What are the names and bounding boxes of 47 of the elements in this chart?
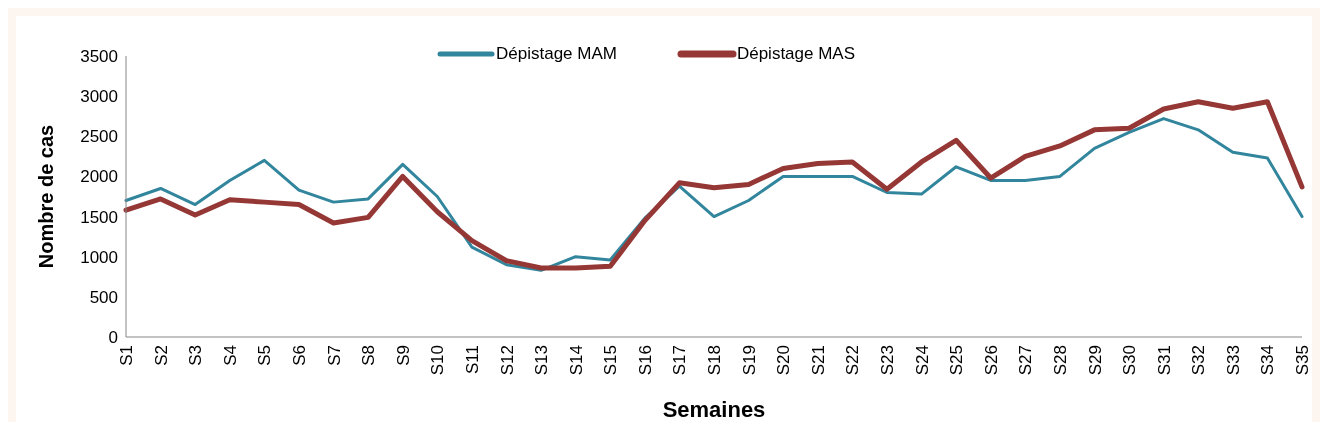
x-tick-label: S5 xyxy=(255,345,275,366)
x-tick-label: S25 xyxy=(947,345,967,376)
x-tick-label: S4 xyxy=(220,345,240,366)
x-tick-label: S18 xyxy=(705,345,725,376)
x-tick-label: S22 xyxy=(843,345,863,376)
x-tick-label: S7 xyxy=(324,345,344,366)
x-tick-label: S8 xyxy=(359,345,379,366)
legend-label: Dépistage MAS xyxy=(736,44,856,64)
x-tick-label: S32 xyxy=(1189,345,1209,376)
x-tick-label: S33 xyxy=(1223,345,1243,376)
x-tick-label: S10 xyxy=(428,345,448,376)
x-tick-label: S13 xyxy=(532,345,552,376)
y-tick-label: 2000 xyxy=(80,167,118,187)
x-tick-label: S31 xyxy=(1154,345,1174,376)
y-tick-label: 3000 xyxy=(80,87,118,107)
x-tick-label: S29 xyxy=(1085,345,1105,376)
x-tick-label: S12 xyxy=(497,345,517,376)
x-tick-label: S9 xyxy=(393,345,413,366)
x-tick-label: S30 xyxy=(1120,345,1140,376)
x-axis-title: Semaines xyxy=(662,397,766,422)
x-tick-label: S21 xyxy=(808,345,828,376)
x-tick-label: S6 xyxy=(290,345,310,366)
x-tick-label: S27 xyxy=(1016,345,1036,376)
x-tick-label: S2 xyxy=(151,345,171,366)
x-tick-label: S19 xyxy=(739,345,759,376)
x-tick-label: S1 xyxy=(117,345,137,366)
x-tick-label: S15 xyxy=(601,345,621,376)
x-tick-label: S11 xyxy=(462,345,482,374)
x-tick-label: S14 xyxy=(566,345,586,376)
x-tick-label: S34 xyxy=(1258,345,1278,376)
y-tick-label: 1500 xyxy=(80,207,118,227)
y-tick-label: 3500 xyxy=(80,47,118,67)
y-tick-label: 500 xyxy=(89,287,118,307)
x-tick-label: S26 xyxy=(981,345,1001,376)
x-tick-label: S35 xyxy=(1293,345,1313,376)
legend-label: Dépistage MAM xyxy=(496,44,617,64)
x-tick-label: S3 xyxy=(186,345,206,366)
x-tick-label: S23 xyxy=(878,345,898,376)
x-tick-label: S16 xyxy=(635,345,655,376)
x-tick-label: S20 xyxy=(774,345,794,376)
x-tick-label: S17 xyxy=(670,345,690,376)
x-tick-label: S24 xyxy=(912,345,932,376)
y-tick-label: 0 xyxy=(108,328,118,348)
y-tick-label: 1000 xyxy=(80,247,118,267)
x-tick-label: S28 xyxy=(1050,345,1070,376)
y-tick-label: 2500 xyxy=(80,127,118,147)
y-axis-title: Nombre de cas xyxy=(35,124,58,269)
